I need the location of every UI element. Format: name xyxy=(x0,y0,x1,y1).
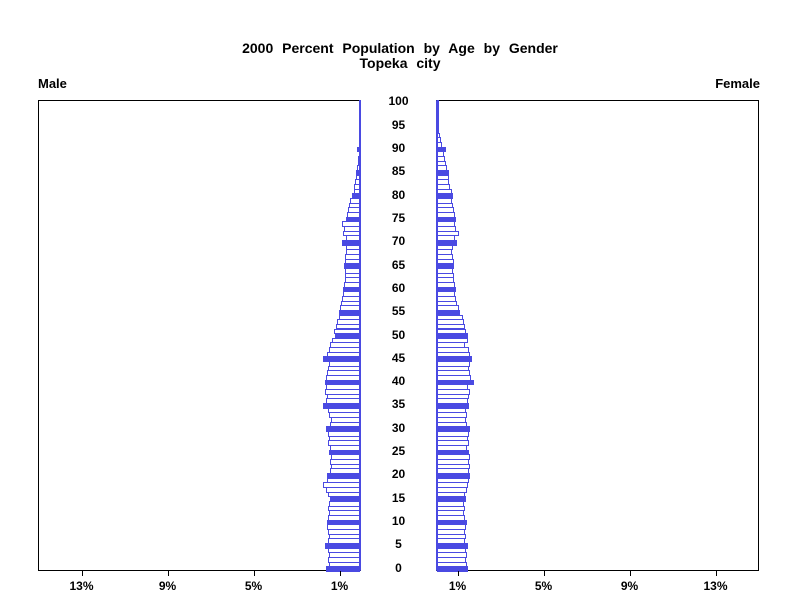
bar-female-age-100 xyxy=(437,100,439,106)
age-tick-label-40: 40 xyxy=(391,374,406,389)
x-tick xyxy=(339,571,341,576)
x-tick xyxy=(253,571,255,576)
age-tick-label-60: 60 xyxy=(391,280,406,295)
chart-title: 2000 Percent Population by Age by Gender xyxy=(242,40,558,56)
age-tick-label-20: 20 xyxy=(391,467,406,482)
age-tick-label-10: 10 xyxy=(391,514,406,529)
x-tick-label-5%: 5% xyxy=(534,579,553,593)
male-axis-label: Male xyxy=(38,76,67,91)
x-tick-label-9%: 9% xyxy=(620,579,639,593)
female-axis-label: Female xyxy=(715,76,760,91)
age-tick-label-65: 65 xyxy=(391,257,406,272)
x-tick xyxy=(715,571,717,576)
age-tick-label-25: 25 xyxy=(391,444,406,459)
x-tick xyxy=(457,571,459,576)
x-tick xyxy=(167,571,169,576)
x-tick xyxy=(629,571,631,576)
age-tick-label-70: 70 xyxy=(391,234,406,249)
x-tick xyxy=(81,571,83,576)
age-tick-label-45: 45 xyxy=(391,350,406,365)
x-tick-label-9%: 9% xyxy=(158,579,177,593)
age-tick-label-35: 35 xyxy=(391,397,406,412)
chart-subtitle: Topeka city xyxy=(359,55,441,71)
age-tick-label-95: 95 xyxy=(391,117,406,132)
x-tick-label-1%: 1% xyxy=(330,579,349,593)
bar-male-age-90 xyxy=(357,146,360,153)
age-tick-label-100: 100 xyxy=(388,94,409,109)
bar-male-age-100 xyxy=(359,100,361,106)
female-panel xyxy=(436,100,759,571)
age-tick-label-55: 55 xyxy=(391,304,406,319)
age-tick-label-0: 0 xyxy=(395,560,402,575)
age-tick-label-85: 85 xyxy=(391,164,406,179)
x-tick-label-13%: 13% xyxy=(69,579,94,593)
age-tick-label-80: 80 xyxy=(391,187,406,202)
age-tick-label-5: 5 xyxy=(395,537,402,552)
age-tick-label-30: 30 xyxy=(391,420,406,435)
x-tick-label-1%: 1% xyxy=(448,579,467,593)
x-tick-label-13%: 13% xyxy=(703,579,728,593)
male-panel xyxy=(38,100,361,571)
age-tick-label-15: 15 xyxy=(391,490,406,505)
age-tick-label-90: 90 xyxy=(391,140,406,155)
age-tick-label-50: 50 xyxy=(391,327,406,342)
age-tick-label-75: 75 xyxy=(391,210,406,225)
x-tick xyxy=(543,571,545,576)
x-tick-label-5%: 5% xyxy=(244,579,263,593)
